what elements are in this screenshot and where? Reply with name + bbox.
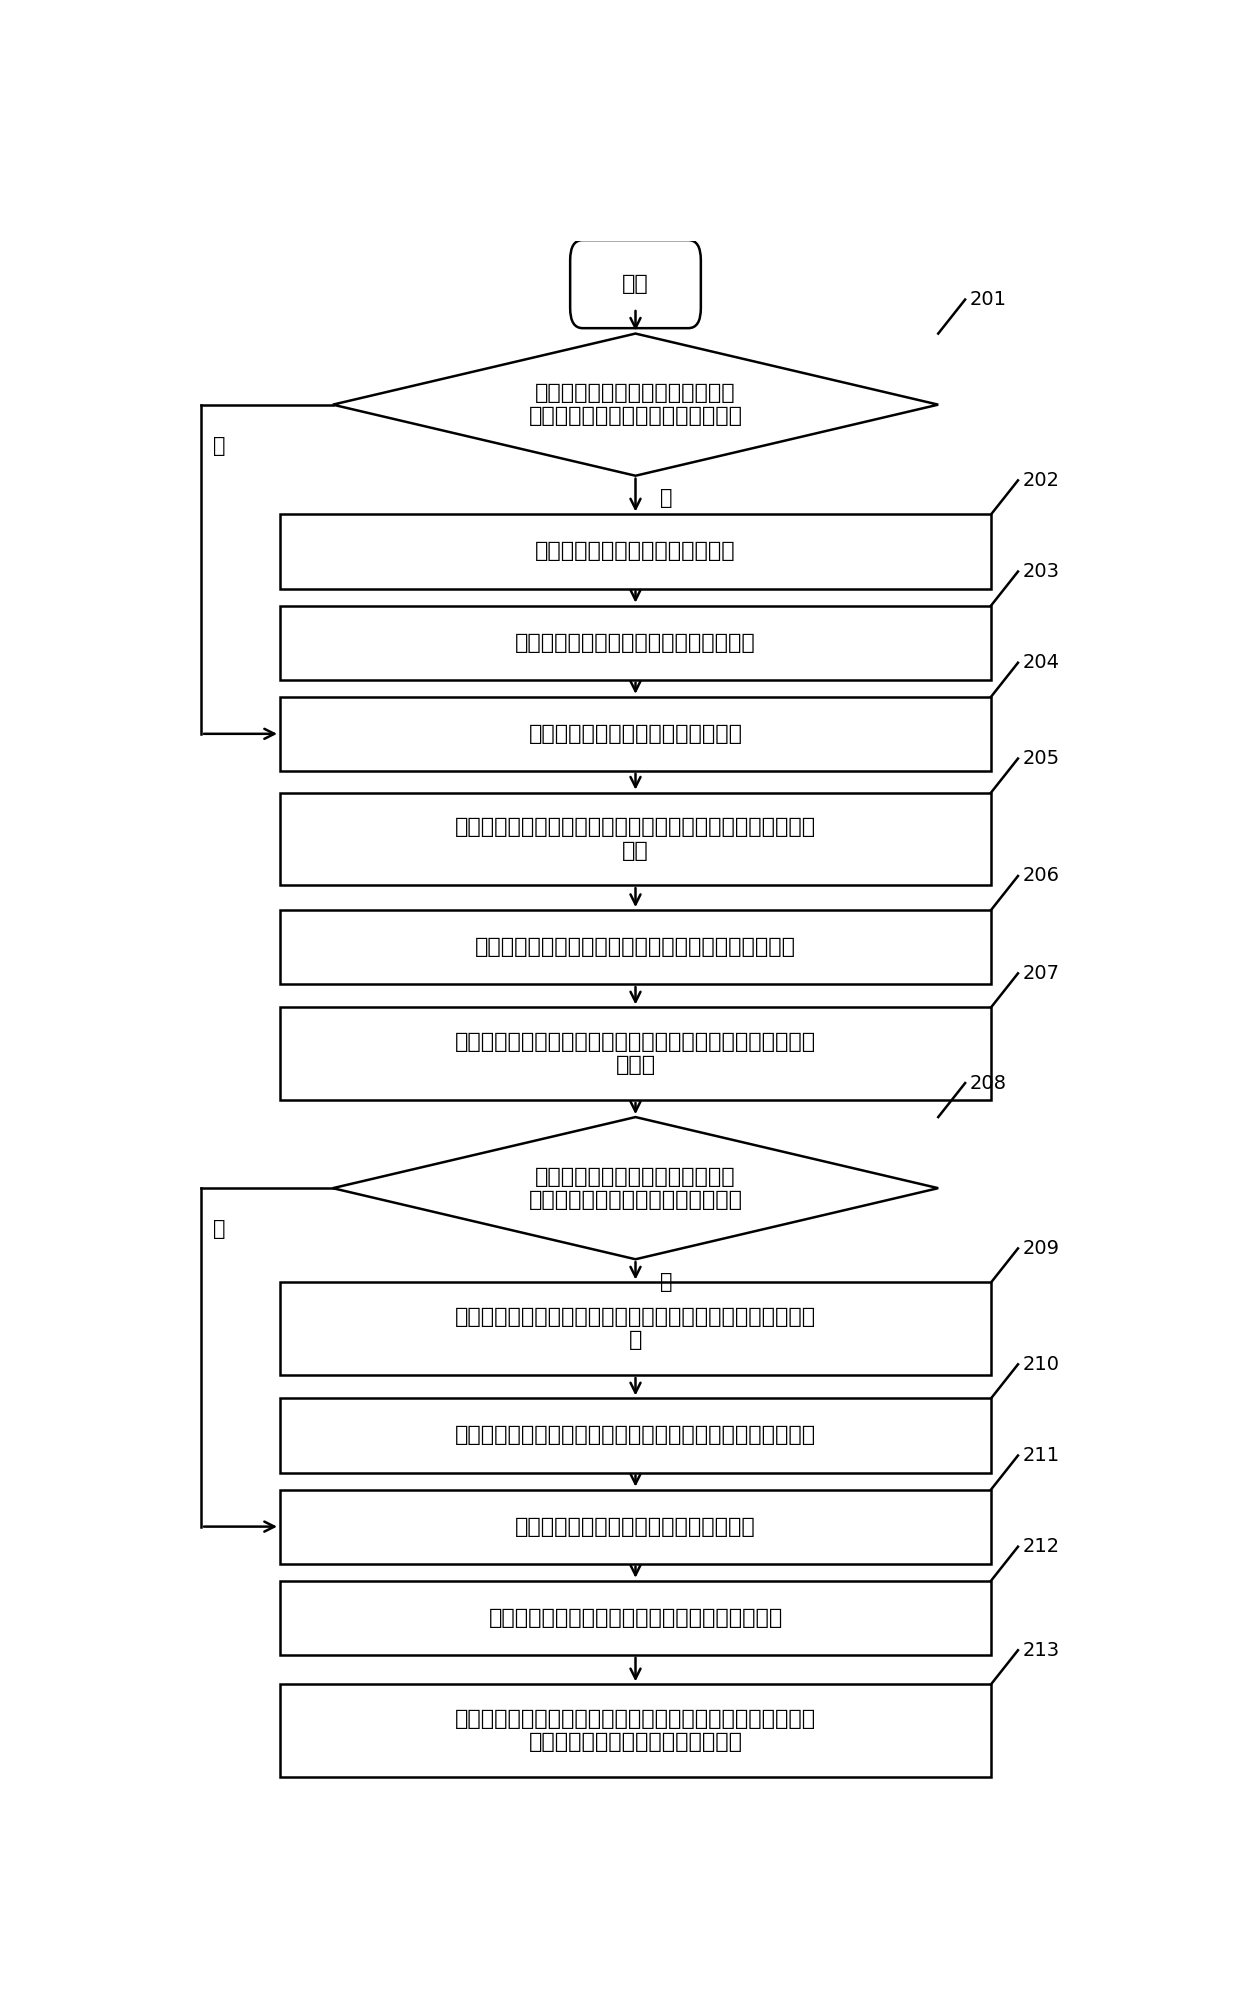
- Text: 是: 是: [660, 488, 672, 508]
- Text: 当智能音筱处于息屏状态时，智能
音筱判断智能音筱是否正在播放歌曲: 当智能音筱处于息屏状态时，智能 音筱判断智能音筱是否正在播放歌曲: [528, 383, 743, 425]
- Text: 207: 207: [1023, 963, 1060, 983]
- FancyBboxPatch shape: [570, 241, 701, 329]
- Polygon shape: [332, 1118, 939, 1258]
- Text: 202: 202: [1023, 472, 1060, 490]
- Text: 211: 211: [1023, 1445, 1060, 1465]
- Bar: [280, 1489, 991, 1563]
- Bar: [280, 909, 991, 983]
- Text: 203: 203: [1023, 562, 1060, 582]
- Bar: [280, 1008, 991, 1100]
- Text: 否: 否: [660, 1272, 672, 1293]
- Text: 智能音筱判断是否接收到智能音筱
的邻域内的终端设备分享的息屏信息: 智能音筱判断是否接收到智能音筱 的邻域内的终端设备分享的息屏信息: [528, 1166, 743, 1210]
- Bar: [280, 606, 991, 680]
- Text: 若第一目标内容的数量大于一，智能音筱获取当前时刻: 若第一目标内容的数量大于一，智能音筱获取当前时刻: [475, 937, 796, 957]
- Text: 开始: 开始: [622, 275, 649, 295]
- Text: 210: 210: [1023, 1355, 1060, 1375]
- Text: 智能音筱检测用户针对智能音筱的屏幕的交互操作: 智能音筱检测用户针对智能音筱的屏幕的交互操作: [489, 1608, 782, 1628]
- Text: 若距离小于指定距离，智能音筱获取与距离相对应的第一目标
内容: 若距离小于指定距离，智能音筱获取与距离相对应的第一目标 内容: [455, 817, 816, 861]
- Text: 智能音筱从第一目标内容中选取出与当前时刻相对应的第二目
标内容: 智能音筱从第一目标内容中选取出与当前时刻相对应的第二目 标内容: [455, 1032, 816, 1076]
- Polygon shape: [332, 333, 939, 476]
- Bar: [280, 514, 991, 588]
- Text: 213: 213: [1023, 1642, 1060, 1660]
- Text: 智能音筱控制智能音筱息屏显示展示信息: 智能音筱控制智能音筱息屏显示展示信息: [515, 632, 756, 652]
- Text: 205: 205: [1023, 749, 1060, 769]
- Text: 否: 否: [213, 436, 226, 456]
- Text: 206: 206: [1023, 867, 1060, 885]
- Text: 是: 是: [213, 1218, 226, 1238]
- Text: 智能音筱获取歌曲对应的展示信息: 智能音筱获取歌曲对应的展示信息: [536, 542, 735, 562]
- Text: 智能音筱检测用户与智能音筱的距离: 智能音筱检测用户与智能音筱的距离: [528, 725, 743, 745]
- Bar: [280, 1399, 991, 1473]
- Text: 若交互操作满足预设条件，智能音筱控制智能音筱息屏显示的
内容从息屏信息切换为第二目标内容: 若交互操作满足预设条件，智能音筱控制智能音筱息屏显示的 内容从息屏信息切换为第二…: [455, 1710, 816, 1752]
- Text: 201: 201: [970, 291, 1007, 309]
- Bar: [280, 1684, 991, 1776]
- Text: 209: 209: [1023, 1238, 1060, 1258]
- Text: 智能音筱控制智能音筱以目标视觉效果息屏显示第二目标内容: 智能音筱控制智能音筱以目标视觉效果息屏显示第二目标内容: [455, 1425, 816, 1445]
- Text: 204: 204: [1023, 652, 1060, 672]
- Bar: [280, 1582, 991, 1656]
- Text: 智能音筱获取与当前日期和第二目标内容相匹配的目标视觉效
果: 智能音筱获取与当前日期和第二目标内容相匹配的目标视觉效 果: [455, 1307, 816, 1351]
- Bar: [280, 1282, 991, 1375]
- Text: 212: 212: [1023, 1537, 1060, 1555]
- Text: 智能音筱控制智能音筱息屏显示息屏信息: 智能音筱控制智能音筱息屏显示息屏信息: [515, 1517, 756, 1537]
- Bar: [280, 793, 991, 885]
- Text: 208: 208: [970, 1074, 1007, 1092]
- Bar: [280, 696, 991, 771]
